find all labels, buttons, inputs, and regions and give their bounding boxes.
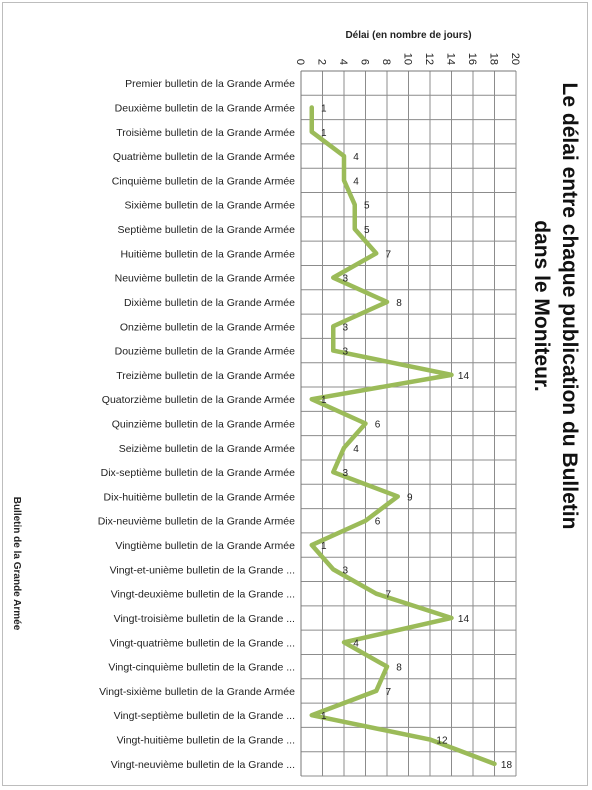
x-tick-label: Troisième bulletin de la Grande Armée [116, 127, 295, 139]
data-label: 3 [342, 322, 348, 333]
y-tick-label: 6 [359, 59, 371, 65]
y-tick-label: 0 [294, 59, 306, 65]
data-label: 5 [364, 225, 370, 236]
x-tick-label: Septième bulletin de la Grande Armée [118, 224, 296, 236]
data-label: 1 [321, 541, 327, 552]
x-tick-label: Vingt-septième bulletin de la Grande ... [114, 710, 295, 722]
data-label: 1 [321, 711, 327, 722]
data-label: 6 [375, 420, 381, 431]
x-tick-label: Deuxième bulletin de la Grande Armée [115, 102, 296, 114]
x-tick-label: Vingt-quatrième bulletin de la Grande ..… [110, 637, 295, 649]
x-tick-label: Vingt-cinquième bulletin de la Grande ..… [108, 662, 295, 674]
series-line [309, 105, 497, 767]
y-tick-label: 16 [466, 53, 478, 65]
data-label: 4 [353, 152, 359, 163]
y-axis-title: Délai (en nombre de jours) [345, 30, 471, 41]
x-tick-label: Huitième bulletin de la Grande Armée [120, 248, 295, 260]
data-label: 6 [375, 517, 381, 528]
data-label: 8 [396, 298, 402, 309]
data-label: 1 [321, 128, 327, 139]
y-tick-label: 18 [488, 53, 500, 65]
x-tick-label: Vingt-et-unième bulletin de la Grande ..… [110, 564, 295, 576]
x-tick-label: Quinzième bulletin de la Grande Armée [112, 419, 295, 431]
y-tick-label: 20 [509, 53, 521, 65]
x-tick-label: Dixième bulletin de la Grande Armée [124, 297, 295, 309]
data-label: 14 [458, 371, 470, 382]
data-label: 4 [353, 444, 359, 455]
data-label: 18 [501, 760, 513, 771]
x-tick-label: Seizième bulletin de la Grande Armée [119, 443, 295, 455]
x-tick-label: Dix-septième bulletin de la Grande Armée [101, 467, 296, 479]
data-label: 4 [353, 176, 359, 187]
data-label: 9 [407, 492, 413, 503]
x-tick-label: Vingt-huitième bulletin de la Grande ... [117, 735, 295, 747]
x-tick-label: Treizième bulletin de la Grande Armée [116, 370, 295, 382]
x-tick-label: Dix-huitième bulletin de la Grande Armée [104, 491, 296, 503]
x-tick-label: Neuvième bulletin de la Grande Armée [115, 273, 296, 285]
x-axis-title: Bulletin de la Grande Armée [11, 497, 22, 631]
x-tick-label: Cinquième bulletin de la Grande Armée [112, 175, 295, 187]
data-label: 4 [353, 638, 359, 649]
data-label: 5 [364, 201, 370, 212]
data-label: 1 [321, 395, 327, 406]
data-label: 3 [342, 274, 348, 285]
x-tick-label: Dix-neuvième bulletin de la Grande Armée [98, 516, 295, 528]
x-tick-label: Quatrième bulletin de la Grande Armée [113, 151, 295, 163]
y-tick-label: 4 [337, 59, 349, 65]
y-tick-label: 8 [380, 59, 392, 65]
x-tick-label: Quatorzième bulletin de la Grande Armée [102, 394, 295, 406]
x-tick-label: Sixième bulletin de la Grande Armée [125, 200, 296, 212]
x-tick-label: Onzième bulletin de la Grande Armée [120, 321, 295, 333]
data-label: 3 [342, 468, 348, 479]
data-label: 8 [396, 663, 402, 674]
x-tick-label: Vingt-troisième bulletin de la Grande ..… [114, 613, 295, 625]
line-chart: Le délai entre chaque publication du Bul… [9, 6, 589, 786]
data-label: 14 [458, 614, 470, 625]
y-tick-label: 2 [316, 59, 328, 65]
data-label: 1 [321, 103, 327, 114]
y-tick-label: 10 [402, 53, 414, 65]
x-tick-label: Vingt-neuvième bulletin de la Grande ... [111, 759, 295, 771]
data-label: 7 [385, 687, 391, 698]
x-tick-label: Vingtième bulletin de la Grande Armée [115, 540, 295, 552]
x-tick-label: Vingt-deuxième bulletin de la Grande ... [111, 589, 295, 601]
data-label: 7 [385, 590, 391, 601]
data-label: 3 [342, 347, 348, 358]
data-label: 3 [342, 565, 348, 576]
y-tick-label: 14 [445, 53, 457, 65]
x-tick-label: Premier bulletin de la Grande Armée [125, 78, 295, 90]
data-label: 7 [385, 249, 391, 260]
x-tick-label: Douzième bulletin de la Grande Armée [115, 346, 296, 358]
y-tick-label: 12 [423, 53, 435, 65]
data-label: 12 [436, 736, 448, 747]
x-tick-label: Vingt-sixième bulletin de la Grande Armé… [99, 686, 295, 698]
